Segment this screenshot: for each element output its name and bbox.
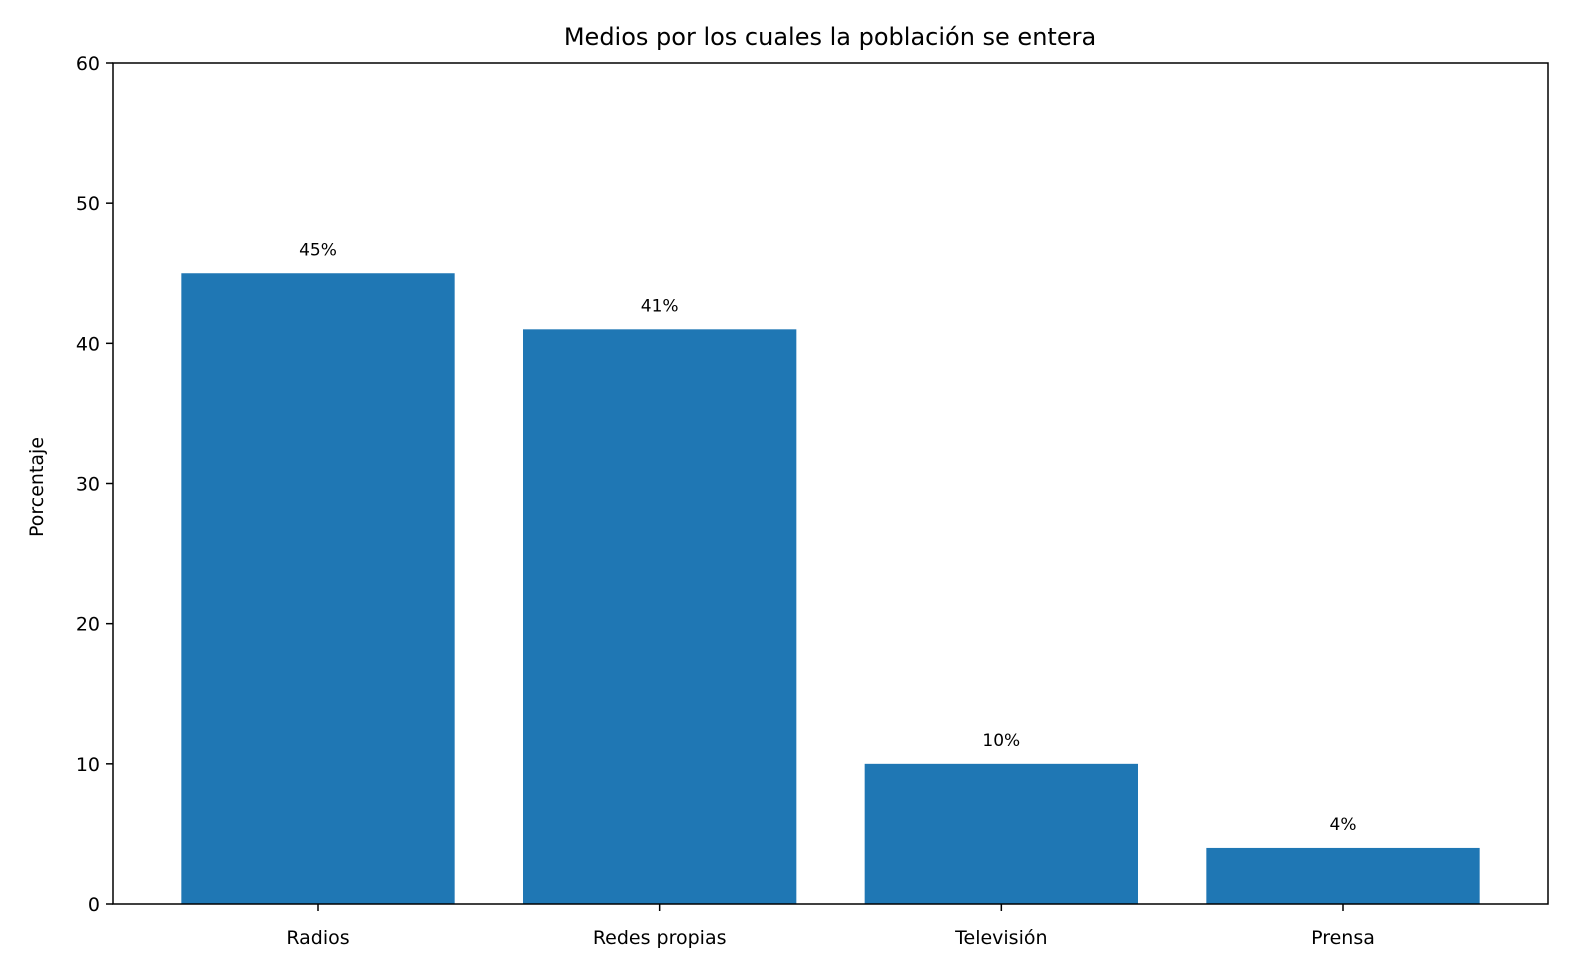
data-label: 10% — [982, 731, 1020, 751]
chart-title: Medios por los cuales la población se en… — [564, 23, 1096, 51]
y-tick-label: 60 — [76, 53, 100, 75]
x-tick-label: Televisión — [954, 927, 1047, 949]
x-tick-label: Radios — [286, 927, 349, 949]
y-tick-label: 40 — [76, 333, 100, 355]
plot-frame — [112, 62, 1549, 905]
y-axis-label: Porcentaje — [26, 437, 48, 537]
bar-redes-propias — [523, 329, 797, 905]
data-label: 45% — [299, 240, 337, 260]
bar-televisión — [864, 763, 1138, 904]
x-tick-label: Redes propias — [593, 927, 727, 949]
y-tick-label: 30 — [76, 474, 100, 496]
y-tick-label: 10 — [76, 754, 100, 776]
bar-prensa — [1206, 847, 1480, 904]
bar-radios — [181, 273, 455, 904]
data-label: 41% — [641, 296, 679, 316]
x-tick-label: Prensa — [1311, 927, 1375, 949]
y-tick-label: 0 — [88, 894, 100, 916]
y-tick-label: 20 — [76, 614, 100, 636]
y-tick-label: 50 — [76, 193, 100, 215]
data-label: 4% — [1330, 815, 1357, 835]
